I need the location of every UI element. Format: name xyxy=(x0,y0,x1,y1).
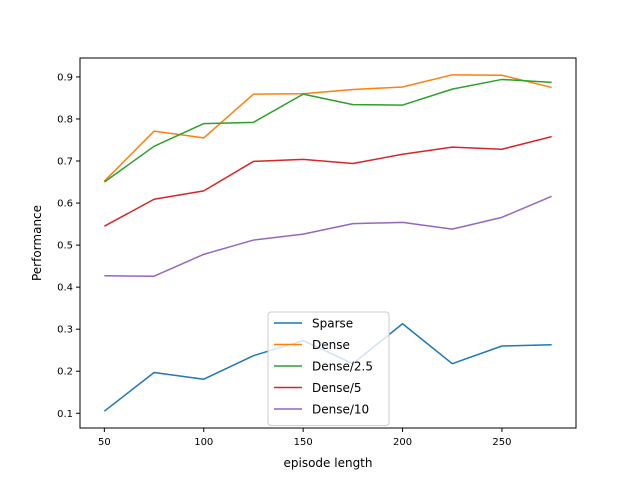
y-tick-label: 0.5 xyxy=(57,241,73,252)
y-tick-label: 0.2 xyxy=(57,367,73,378)
legend: Sparse Dense Dense/2.5 Dense/5 Dense/10 xyxy=(267,311,390,426)
legend-label: Dense/10 xyxy=(312,403,369,417)
legend-box xyxy=(267,311,390,426)
y-tick-label: 0.7 xyxy=(57,157,73,168)
y-tick-label: 0.6 xyxy=(57,199,73,210)
x-tick-label: 50 xyxy=(98,437,111,448)
y-tick-label: 0.8 xyxy=(57,114,73,125)
y-tick-label: 0.4 xyxy=(57,283,73,294)
series-line-dense-2-5 xyxy=(103,78,552,183)
y-tick-label: 0.1 xyxy=(57,409,73,420)
legend-label: Dense xyxy=(312,338,350,352)
series-line-dense-5 xyxy=(103,135,552,227)
x-tick-label: 150 xyxy=(294,437,313,448)
x-axis: 50 100 150 200 250 xyxy=(98,428,511,448)
x-axis-label: episode length xyxy=(284,456,373,470)
series-line-dense-10 xyxy=(104,195,552,277)
y-axis-label: Performance xyxy=(30,205,44,281)
y-axis: 0.1 0.2 0.3 0.4 0.5 0.6 0.7 0.8 0.9 xyxy=(57,72,80,420)
series-layer xyxy=(103,74,552,412)
y-tick-label: 0.3 xyxy=(57,325,73,336)
legend-label: Sparse xyxy=(312,317,353,331)
legend-label: Dense/2.5 xyxy=(312,360,373,374)
y-tick-label: 0.9 xyxy=(57,72,73,83)
x-tick-label: 100 xyxy=(194,437,213,448)
x-tick-label: 200 xyxy=(393,437,412,448)
legend-label: Dense/5 xyxy=(312,381,362,395)
x-tick-label: 250 xyxy=(492,437,511,448)
plot-frame xyxy=(79,57,577,429)
